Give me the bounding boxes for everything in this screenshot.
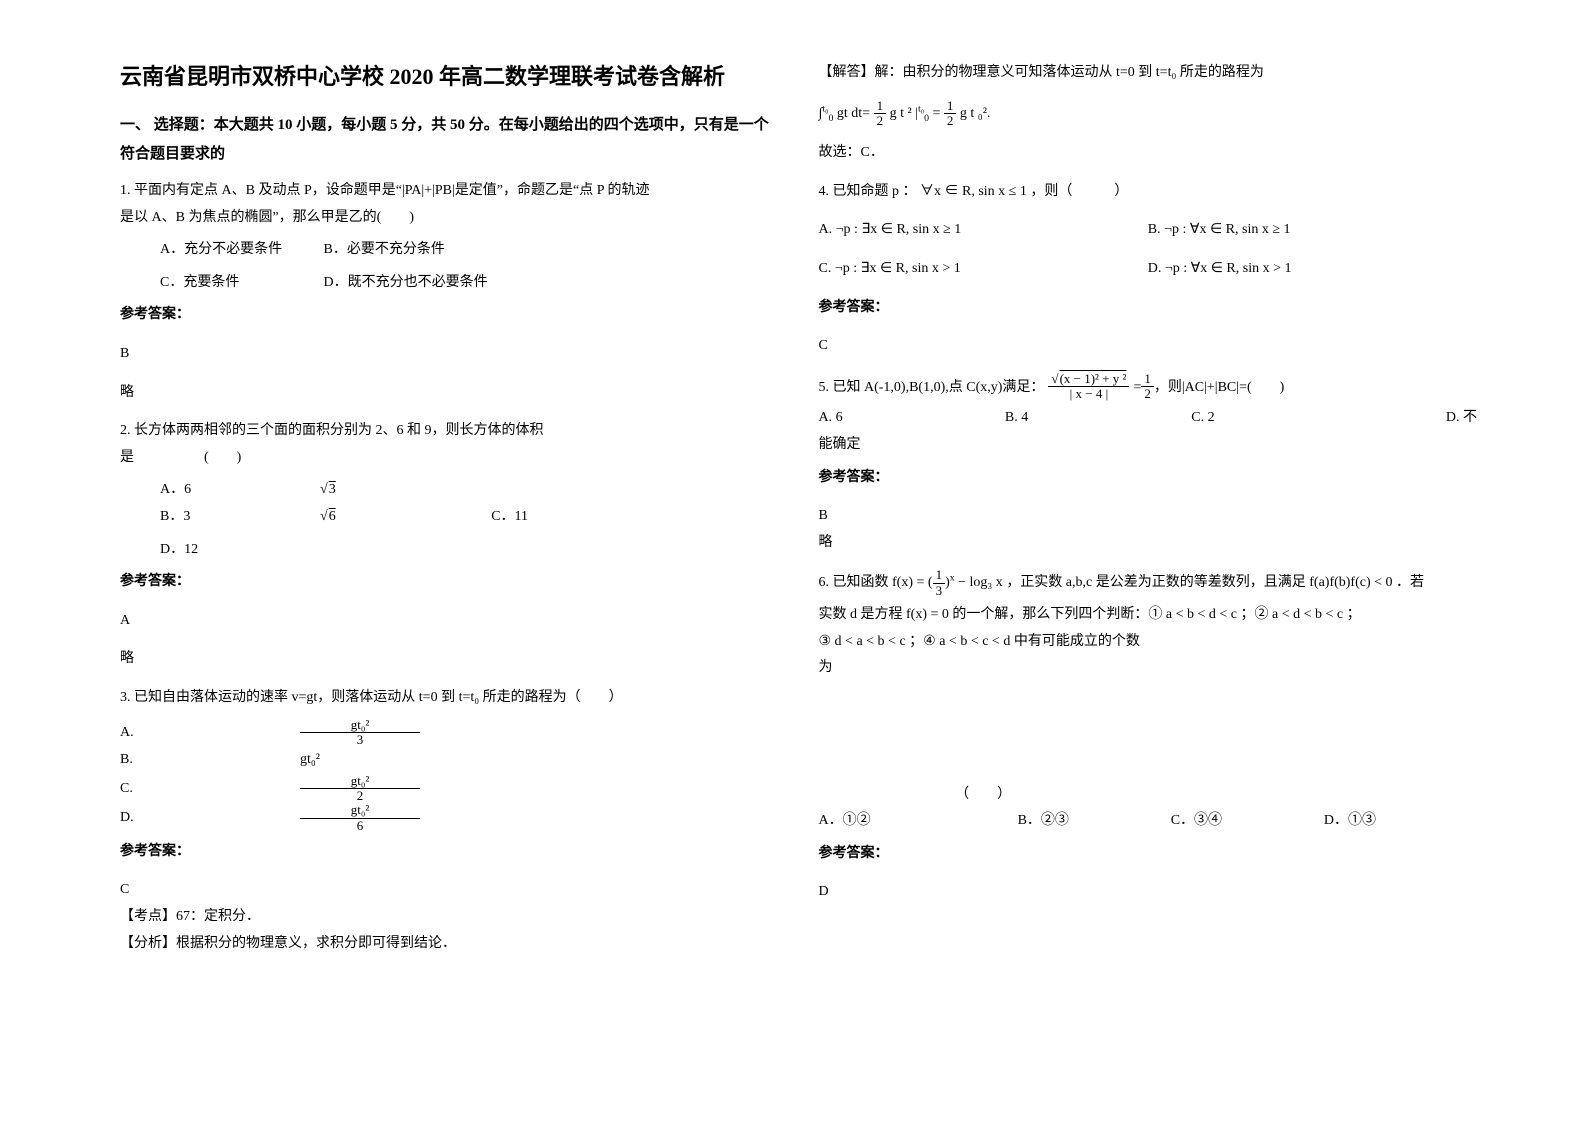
q5-stem: 5. 已知 A(-1,0),B(1,0),点 C(x,y)满足： √(x − 1… [819,372,1478,402]
left-column: 云南省昆明市双桥中心学校 2020 年高二数学理联考试卷含解析 一、 选择题：本… [100,60,799,1082]
q3-opt-a: A. gt₀²3 [120,718,540,748]
q2-opt-a: A．6√3 [160,477,488,504]
q5-opt-c: C. 2 [1191,405,1377,432]
q2-opt-b: B．3√6 [160,504,488,531]
q2-note: 略 [120,646,779,673]
q1: 1. 平面内有定点 A、B 及动点 P，设命题甲是“|PA|+|PB|是定值”，… [120,178,779,231]
q6-ans: D [819,879,1478,906]
q1-note: 略 [120,380,779,407]
q6-line1: 6. 已知函数 f(x) = (13)x − log₃ x ，正实数 a,b,c… [819,568,1478,598]
q6-line3: ③ d < a < b < c ；④ a < b < c < d 中有可能成立的… [819,629,1478,656]
q6-line2: 实数 d 是方程 f(x) = 0 的一个解，那么下列四个判断：① a < b … [819,602,1478,629]
q2-stem-l2: 是 ( ) [120,445,779,472]
q4-opt-a: A. ¬p : ∃x ∈ R, sin x ≥ 1 [819,217,1148,244]
q6-opt-b: B．②③ [1018,808,1171,835]
q1-options-row2: C．充要条件 D．既不充分也不必要条件 [120,270,779,297]
q2-ans: A [120,608,779,635]
q4-options-row2: C. ¬p : ∃x ∈ R, sin x > 1 D. ¬p : ∀x ∈ R… [819,256,1478,283]
q3-fx: 【分析】根据积分的物理意义，求积分即可得到结论． [120,931,779,958]
q1-opt-b: B．必要不充分条件 [324,237,484,264]
q1-options-row1: A．充分不必要条件 B．必要不充分条件 [120,237,779,264]
q3-opt-d: D. gt₀²6 [120,803,540,833]
q2-options-row2: D．12 [120,537,779,564]
q2-opt-d: D．12 [160,537,320,564]
q5-opt-b: B. 4 [1005,405,1191,432]
q2-options-row1: A．6√3 B．3√6 C．11 [120,477,779,530]
q2-ans-label: 参考答案： [120,569,779,596]
q4-opt-c: C. ¬p : ∃x ∈ R, sin x > 1 [819,256,1148,283]
q3-integral: ∫t₀0 gt dt= 12 g t ² |t₀0 = 12 g t ₀². [819,99,1478,129]
q6-tail: （ ） [819,782,1148,809]
q1-opt-a: A．充分不必要条件 [160,237,320,264]
q4-options-row1: A. ¬p : ∃x ∈ R, sin x ≥ 1 B. ¬p : ∀x ∈ R… [819,217,1478,244]
q1-stem-l1: 1. 平面内有定点 A、B 及动点 P，设命题甲是“|PA|+|PB|是定值”，… [120,178,779,205]
q5-opt-a: A. 6 [819,405,1005,432]
q1-opt-d: D．既不充分也不必要条件 [324,270,488,297]
q2-opt-c: C．11 [491,504,651,531]
q1-stem-l2: 是以 A、B 为焦点的椭圆”，那么甲是乙的( ) [120,205,779,232]
q6-options: A．①② B．②③ C．③④ D．①③ [819,808,1478,835]
q4-stem: 4. 已知命题 p ： ∀x ∈ R, sin x ≤ 1 ，则（ ） [819,179,1478,206]
q5-options: A. 6 B. 4 C. 2 D. 不 [819,405,1478,432]
q5-ans-label: 参考答案： [819,465,1478,492]
q3-kp: 【考点】67：定积分． [120,904,779,931]
q4-ans: C [819,333,1478,360]
q4-ans-label: 参考答案： [819,295,1478,322]
q6-ans-label: 参考答案： [819,841,1478,868]
right-column: 【解答】解：由积分的物理意义可知落体运动从 t=0 到 t=t₀ 所走的路程为 … [799,60,1498,1082]
q3-ans: C [120,877,779,904]
q5-ans: B [819,503,1478,530]
q3-stem: 3. 已知自由落体运动的速率 v=gt，则落体运动从 t=0 到 t=t₀ 所走… [120,685,779,712]
q5-opt-d-rest: 能确定 [819,432,1478,459]
q3-options: A. gt₀²3 B. gt₀² C. gt₀²2 D. gt₀²6 [120,718,779,833]
q4-opt-d: D. ¬p : ∀x ∈ R, sin x > 1 [1148,256,1477,283]
exam-title: 云南省昆明市双桥中心学校 2020 年高二数学理联考试卷含解析 [120,60,779,93]
q3-opt-b: B. gt₀² [120,747,480,774]
q6-opt-c: C．③④ [1171,808,1324,835]
q3-select: 故选：C． [819,140,1478,167]
q6-opt-d: D．①③ [1324,808,1477,835]
section-1-head: 一、 选择题：本大题共 10 小题，每小题 5 分，共 50 分。在每小题给出的… [120,111,779,168]
q3-opt-c: C. gt₀²2 [120,774,540,804]
q3-ans-label: 参考答案： [120,839,779,866]
q1-opt-c: C．充要条件 [160,270,320,297]
q2-stem-l1: 2. 长方体两两相邻的三个面的面积分别为 2、6 和 9，则长方体的体积 [120,418,779,445]
q4-opt-b: B. ¬p : ∀x ∈ R, sin x ≥ 1 [1148,217,1477,244]
q3-jd: 【解答】解：由积分的物理意义可知落体运动从 t=0 到 t=t₀ 所走的路程为 [819,60,1478,87]
q6-opt-a: A．①② [819,808,1018,835]
q6-line4: 为 [819,655,1478,682]
q1-ans-label: 参考答案： [120,302,779,329]
q2: 2. 长方体两两相邻的三个面的面积分别为 2、6 和 9，则长方体的体积 是 (… [120,418,779,471]
q5-opt-d-pre: D. 不 [1378,405,1477,432]
q5-note: 略 [819,530,1478,557]
q1-ans: B [120,341,779,368]
